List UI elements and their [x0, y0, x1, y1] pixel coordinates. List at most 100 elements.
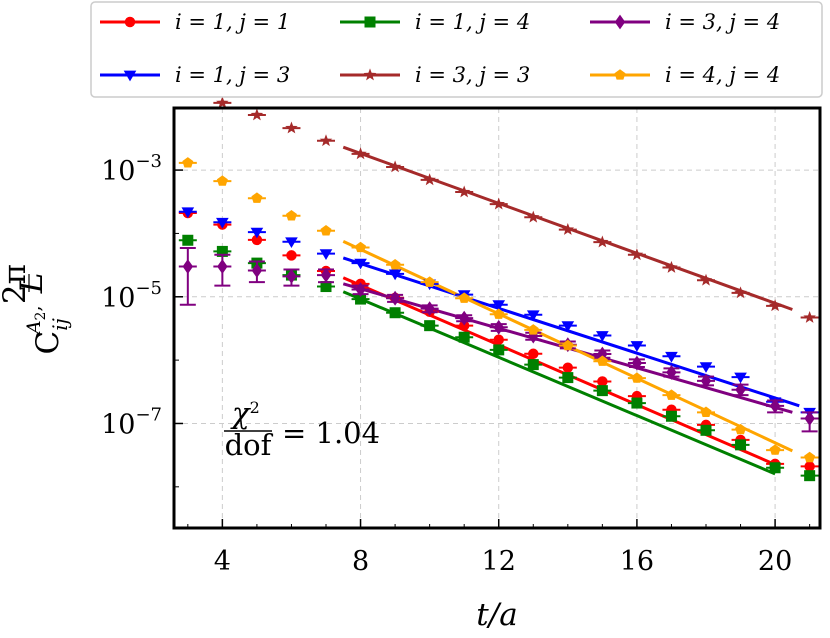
- data-point: [596, 385, 608, 397]
- fit-lines: [342, 145, 800, 476]
- y-label-frac-num: 2π: [0, 264, 33, 304]
- fit-line: [342, 256, 800, 408]
- data-point: [631, 397, 643, 409]
- legend: i = 1, j = 1 i = 1, j = 3 i = 1, j = 4 i = …: [90, 1, 823, 98]
- fit-line: [342, 276, 776, 466]
- data-point: [734, 286, 747, 299]
- data-point: [665, 351, 678, 363]
- data-point: [182, 234, 194, 246]
- data-point: [597, 376, 608, 387]
- legend-swatch-marker: [364, 16, 376, 28]
- y-label-frac-den: L: [14, 273, 50, 295]
- data-point: [216, 175, 228, 186]
- annot-chi-sup: 2: [250, 398, 260, 417]
- data-point: [250, 108, 264, 121]
- data-point: [492, 197, 506, 210]
- data-point: [528, 328, 539, 344]
- legend-box: [90, 1, 823, 98]
- data-point: [216, 96, 229, 109]
- data-point: [666, 364, 677, 380]
- data-point: [700, 373, 712, 389]
- data-point: [700, 406, 712, 417]
- data-point: [389, 290, 401, 306]
- data-point: [493, 308, 505, 319]
- data-point: [630, 341, 644, 352]
- data-point: [700, 424, 712, 436]
- data-point: [355, 241, 367, 253]
- axis-ticks: 4 8 12 16 20 10−7 10−5 10−3: [101, 151, 811, 577]
- data-point: [492, 300, 506, 312]
- data-point: [424, 301, 435, 317]
- data-point: [424, 320, 436, 332]
- data-point: [285, 121, 298, 134]
- data-point: [804, 451, 816, 463]
- data-point: [388, 160, 402, 173]
- data-point: [735, 423, 747, 435]
- legend-swatch-marker: [363, 68, 377, 81]
- data-point: [631, 355, 643, 371]
- svg-text:CijA2,: CijA2,: [23, 305, 72, 354]
- data-point: [389, 259, 401, 270]
- data-point: [596, 355, 608, 366]
- data-point: [216, 245, 228, 257]
- data-point: [768, 299, 782, 312]
- data-point: [562, 339, 574, 351]
- data-point: [251, 192, 263, 203]
- data-point: [699, 362, 713, 373]
- data-point: [182, 157, 194, 168]
- data-point: [769, 398, 781, 414]
- data-point: [527, 324, 539, 335]
- legend-label: i = 1, j = 1: [175, 10, 290, 34]
- data-point: [526, 210, 540, 223]
- data-point: [769, 462, 781, 474]
- fit-line: [342, 290, 776, 476]
- legend-label: i = 4, j = 4: [665, 63, 780, 87]
- plot-frame: [172, 106, 822, 530]
- fit-quality-annotation: χ2 dof = 1.04: [224, 396, 380, 462]
- x-tick-label: 16: [620, 546, 654, 577]
- data-point: [458, 320, 470, 331]
- legend-label: i = 1, j = 3: [175, 63, 290, 87]
- legend-label: i = 1, j = 4: [415, 10, 530, 34]
- data-point: [665, 410, 677, 422]
- legend-swatch-marker: [614, 69, 626, 80]
- data-point: [526, 310, 540, 322]
- data-point: [354, 147, 367, 160]
- x-tick-label: 8: [352, 546, 369, 577]
- data-point: [216, 217, 229, 229]
- data-point: [596, 235, 609, 248]
- data-point: [285, 237, 298, 249]
- data-point: [493, 319, 504, 335]
- data-point: [320, 281, 332, 293]
- data-point: [182, 259, 194, 274]
- data-point: [286, 268, 297, 284]
- x-tick-label: 4: [214, 546, 231, 577]
- data-point: [423, 173, 436, 186]
- data-point: [699, 273, 713, 286]
- legend-swatch-marker: [124, 16, 136, 28]
- data-point: [389, 307, 401, 319]
- data-point: [354, 258, 367, 270]
- data-point: [319, 134, 333, 147]
- data-point: [735, 382, 746, 398]
- data-point: [665, 260, 678, 273]
- y-label-sup-sub: 2: [33, 312, 49, 321]
- data-point: [631, 372, 643, 383]
- data-point: [286, 250, 297, 261]
- data-point: [735, 439, 747, 451]
- data-point: [562, 362, 574, 373]
- svg-text:χ2: χ2: [230, 396, 260, 430]
- data-point: [388, 269, 402, 281]
- data-point: [803, 310, 816, 323]
- y-axis-label: CijA2, 2π L: [0, 264, 72, 355]
- data-point: [355, 282, 366, 297]
- data-point: [424, 276, 436, 287]
- data-point: [528, 348, 539, 359]
- y-tick-label: 10−7: [101, 404, 162, 440]
- data-point: [527, 359, 539, 371]
- data-point: [665, 389, 677, 400]
- annot-value: = 1.04: [282, 416, 380, 450]
- data-point: [769, 444, 781, 455]
- data-point: [285, 209, 297, 221]
